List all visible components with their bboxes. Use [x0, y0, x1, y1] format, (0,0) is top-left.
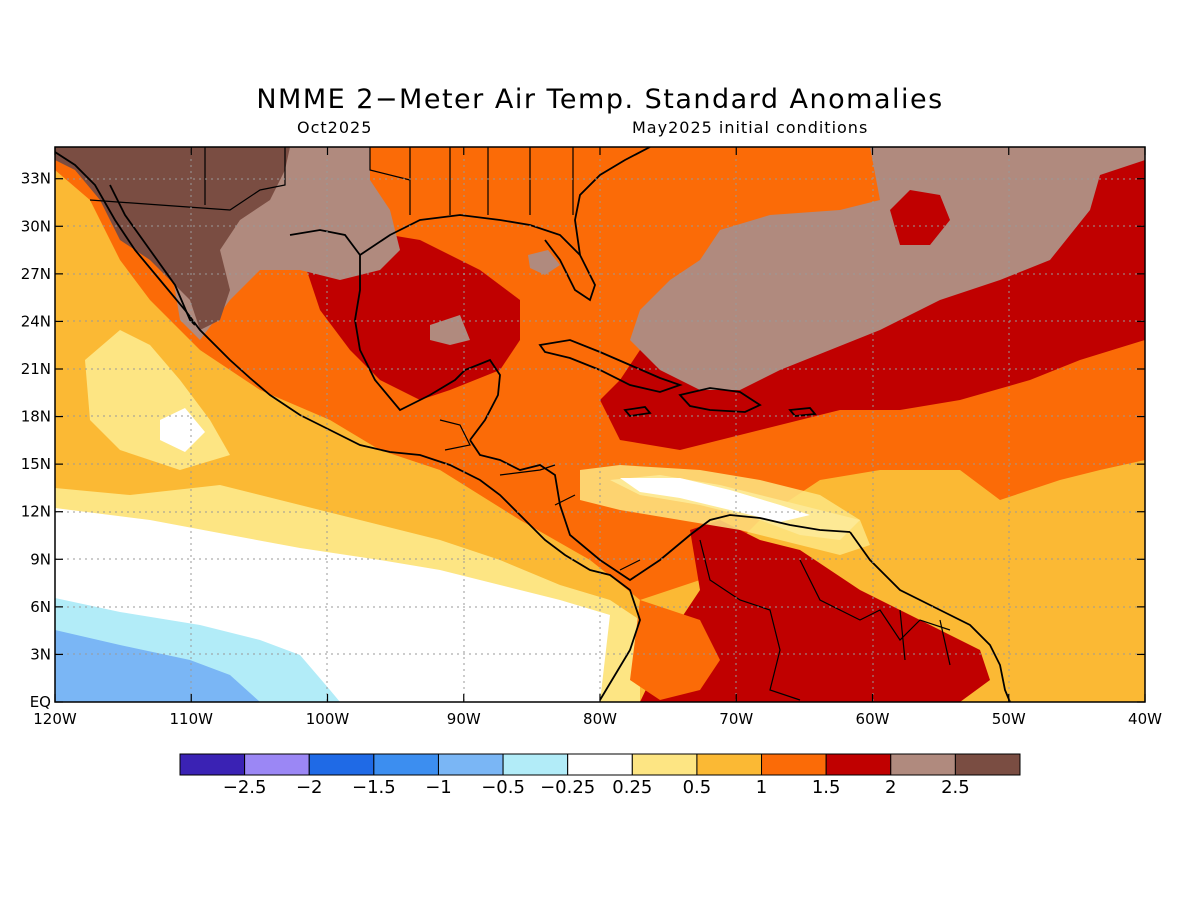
- forecast-month-label: Oct2025: [297, 118, 373, 137]
- colorbar-swatch: [696, 753, 763, 776]
- lon-tick-label: 90W: [447, 710, 481, 728]
- anomaly-region-south-america-1.5: [640, 520, 990, 702]
- colorbar-swatch: [761, 753, 827, 776]
- lon-tick-label: 40W: [1128, 710, 1162, 728]
- colorbar-label: −0.5: [481, 777, 525, 798]
- colorbar-label: −0.25: [540, 777, 595, 798]
- colorbar: −2.5 −2 −1.5 −1 −0.5 −0.25 0.25 0.5 1 1.5 2 2.5: [179, 753, 1021, 798]
- colorbar-swatch: [890, 753, 956, 776]
- map-title: NMME 2−Meter Air Temp. Standard Anomalie…: [256, 84, 944, 115]
- anomaly-region-caribbean-white-core: [620, 478, 810, 522]
- graticule: [55, 147, 1145, 702]
- colorbar-label: 0.25: [612, 777, 652, 798]
- border-south-america: [699, 539, 951, 701]
- latitude-axis: 33N 30N 27N 24N 21N 18N 15N 12N 9N 6N 3N EQ: [21, 170, 1145, 711]
- lon-tick-label: 70W: [719, 710, 753, 728]
- lon-tick-label: 50W: [992, 710, 1026, 728]
- coastline-gulf-of-mexico: [289, 229, 501, 441]
- anomaly-region-pacific-cool-0.5: [55, 630, 260, 702]
- lat-tick-label: 3N: [30, 645, 51, 663]
- anomaly-region-atlantic-2.0: [630, 147, 1145, 390]
- colorbar-swatch: [502, 753, 569, 776]
- initial-conditions-label: May2025 initial conditions: [632, 118, 869, 137]
- colorbar-swatch: [631, 753, 698, 776]
- colorbar-swatch: [244, 753, 310, 776]
- anomaly-region-atlantic-1.5-patch: [890, 190, 950, 245]
- colorbar-swatch: [437, 753, 504, 776]
- border-central-america: [439, 419, 641, 571]
- colorbar-label: −1: [425, 777, 452, 798]
- colorbar-swatch: [373, 753, 439, 776]
- lat-tick-label: 30N: [21, 217, 51, 235]
- colorbar-label: 2.5: [941, 777, 970, 798]
- coastline-hispaniola: [678, 387, 762, 413]
- colorbar-label: 2: [885, 777, 896, 798]
- lat-tick-label: EQ: [30, 693, 51, 711]
- coastline-mexico-pacific: [55, 151, 641, 701]
- coastline-south-america-north: [849, 531, 1011, 702]
- colorbar-label: 0.5: [683, 777, 712, 798]
- lon-tick-label: 80W: [583, 710, 617, 728]
- lat-tick-label: 15N: [21, 455, 51, 473]
- coastlines: [55, 147, 1011, 702]
- coastline-puerto-rico: [788, 407, 817, 417]
- colorbar-label: −2: [296, 777, 323, 798]
- anomaly-region-south-america-1.0-patch: [630, 600, 720, 700]
- coastline-cuba: [538, 339, 683, 393]
- lat-tick-label: 12N: [21, 503, 51, 521]
- lon-tick-label: 60W: [856, 710, 890, 728]
- lat-tick-label: 6N: [30, 598, 51, 616]
- colorbar-label: −1.5: [352, 777, 396, 798]
- colorbar-swatch: [308, 753, 375, 776]
- lat-tick-label: 18N: [21, 408, 51, 426]
- colorbar-label: −2.5: [223, 777, 267, 798]
- longitude-axis: 120W 110W 100W 90W 80W 70W 60W 50W 40W: [33, 147, 1162, 728]
- coastline-us-gulf: [359, 214, 596, 302]
- lon-tick-label: 110W: [170, 710, 214, 728]
- border-guianas: [899, 609, 951, 666]
- lon-tick-label: 100W: [306, 710, 350, 728]
- anomaly-region-pacific-white-patch: [160, 408, 205, 452]
- lat-tick-label: 24N: [21, 312, 51, 330]
- border-us-states: [204, 147, 574, 215]
- colorbar-swatch: [179, 753, 246, 776]
- coastline-baja-california: [109, 184, 196, 326]
- anomaly-region-florida-2.0-patch: [528, 250, 560, 275]
- colorbar-swatch: [567, 753, 633, 776]
- colorbar-label: 1: [756, 777, 767, 798]
- lat-tick-label: 33N: [21, 170, 51, 188]
- lon-tick-label: 120W: [33, 710, 77, 728]
- lat-tick-label: 21N: [21, 360, 51, 378]
- lat-tick-label: 27N: [21, 265, 51, 283]
- colorbar-swatch: [954, 753, 1021, 776]
- coastline-jamaica: [623, 406, 652, 417]
- coastline-central-america-caribbean: [469, 439, 851, 582]
- colorbar-swatch: [825, 753, 892, 776]
- coastline-us-atlantic: [574, 147, 651, 256]
- lat-tick-label: 9N: [30, 550, 51, 568]
- anomaly-region-gulf-2.0-patch: [430, 315, 470, 345]
- colorbar-label: 1.5: [812, 777, 841, 798]
